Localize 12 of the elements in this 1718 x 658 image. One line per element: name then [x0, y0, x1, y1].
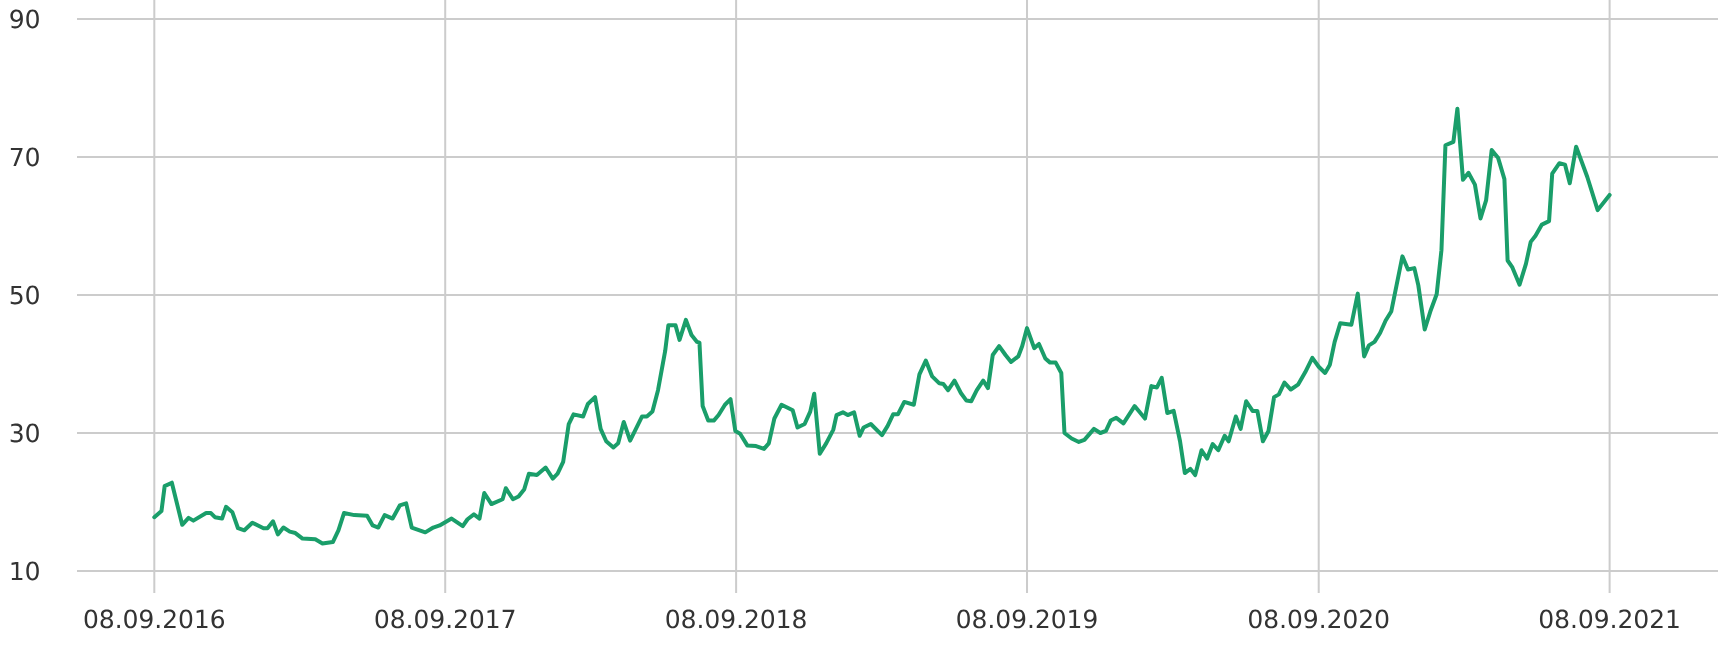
- x-tick-label: 08.09.2017: [375, 609, 515, 629]
- y-tick-label: 90: [10, 9, 39, 29]
- x-tick-label: 08.09.2016: [84, 609, 225, 629]
- x-tick-label: 08.09.2019: [957, 609, 1097, 629]
- line-series: [152, 106, 1612, 546]
- x-tick-label: 08.09.2020: [1249, 609, 1389, 629]
- y-tick-label: 70: [10, 147, 39, 167]
- x-tick-label: 08.09.2021: [1539, 609, 1679, 629]
- y-tick-label: 50: [10, 285, 39, 305]
- y-tick-label: 30: [10, 423, 39, 443]
- x-tick-label: 08.09.2018: [666, 609, 806, 629]
- y-tick-label: 10: [11, 561, 39, 581]
